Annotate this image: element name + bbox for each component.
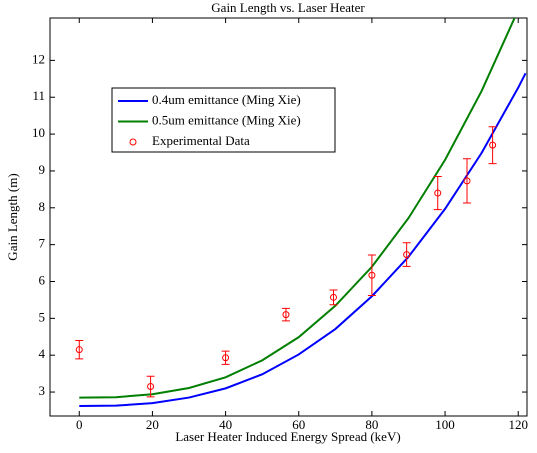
x-tick-label: 120 (508, 417, 528, 432)
curve (79, 72, 527, 408)
x-tick-label: 0 (76, 417, 83, 432)
curve (79, 18, 516, 399)
legend-label: Experimental Data (152, 133, 250, 148)
data-point (434, 189, 442, 197)
y-tick-label: 8 (39, 199, 46, 214)
y-tick-label: 7 (39, 236, 46, 251)
legend-box (111, 87, 336, 153)
legend-swatch (129, 138, 137, 146)
legend-label: 0.4um emittance (Ming Xie) (152, 92, 301, 107)
error-bar (75, 339, 84, 360)
x-tick-label: 20 (146, 417, 159, 432)
error-bar (402, 242, 411, 267)
error-bar (367, 254, 376, 296)
x-tick-label: 100 (435, 417, 455, 432)
error-bar (488, 126, 497, 165)
y-tick-label: 9 (39, 162, 46, 177)
x-tick-label: 60 (292, 417, 305, 432)
error-bar (329, 289, 338, 306)
data-point (403, 251, 411, 259)
y-tick-label: 4 (39, 346, 46, 361)
x-tick-label: 80 (365, 417, 378, 432)
y-tick-label: 10 (32, 125, 45, 140)
y-tick-label: 6 (39, 272, 46, 287)
error-bar (221, 350, 230, 365)
data-point (282, 311, 290, 319)
chart-title: Gain Length vs. Laser Heater (211, 0, 365, 15)
y-tick-label: 11 (32, 88, 45, 103)
error-bar (463, 158, 472, 204)
error-bar (281, 307, 290, 322)
data-point (329, 293, 337, 301)
error-bar (146, 375, 155, 398)
y-axis-label: Gain Length (m) (5, 173, 20, 260)
data-point (368, 271, 376, 279)
legend: 0.4um emittance (Ming Xie) 0.5um emittanc… (111, 87, 336, 153)
data-point (222, 354, 230, 362)
error-bar (433, 175, 442, 211)
y-tick-label: 5 (39, 309, 46, 324)
y-tick-label: 3 (39, 383, 46, 398)
data-point (75, 346, 83, 354)
data-point (463, 177, 471, 185)
data-point (489, 141, 497, 149)
legend-label: 0.5um emittance (Ming Xie) (152, 112, 301, 127)
y-tick-label: 12 (32, 51, 45, 66)
plot-frame (49, 17, 528, 417)
data-point (147, 383, 155, 391)
plot-area (75, 18, 527, 408)
x-tick-label: 40 (219, 417, 232, 432)
x-axis-label: Laser Heater Induced Energy Spread (keV) (175, 429, 400, 444)
